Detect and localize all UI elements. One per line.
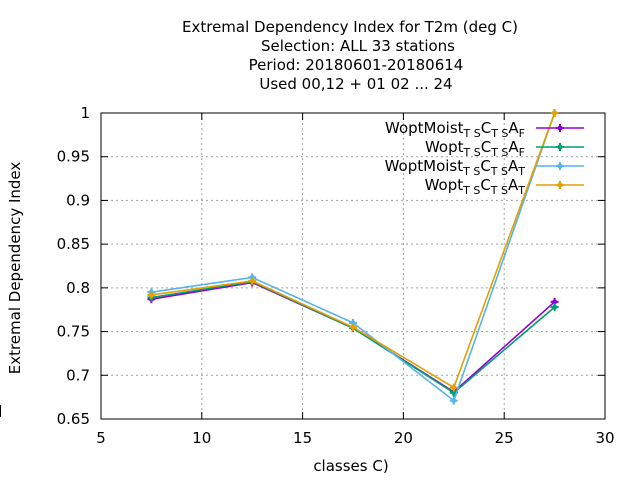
title-line-4: Used 00,12 + 01 02 ... 24 — [259, 75, 452, 93]
data-point — [550, 109, 559, 117]
y-tick-label: 0.85 — [57, 235, 90, 253]
legend-label: WoptT SCT SAT — [425, 176, 526, 197]
x-tick-label: 10 — [192, 429, 211, 447]
legend-label: WoptMoistT SCT SAT — [385, 157, 526, 178]
data-point — [550, 303, 559, 312]
data-point — [349, 323, 357, 332]
title-line-2: Selection: ALL 33 stations — [261, 37, 455, 55]
y-tick-label: 0.75 — [57, 323, 90, 341]
data-point — [248, 276, 257, 285]
series-1 — [147, 278, 559, 396]
plot-border — [100, 112, 606, 420]
legend-entry-1: WoptMoistT SCT SAF — [385, 119, 584, 140]
ticks-layer: 5 10 15 20 25 30 0.65 0.7 0.75 0.8 0.85 0.9 0.95 1 — [57, 104, 615, 447]
legend-entry-4: WoptT SCT SAT — [425, 176, 584, 197]
series-layer — [147, 109, 559, 405]
y-tick-label: 0.9 — [66, 191, 90, 209]
grid-layer — [101, 113, 605, 419]
data-point — [449, 396, 458, 405]
legend-entry-2: WoptT SCT SAF — [425, 138, 584, 159]
data-point — [147, 290, 156, 299]
x-tick-label: 30 — [595, 429, 614, 447]
title-line-3: Period: 20180601-20180614 — [249, 56, 464, 74]
series-2 — [147, 277, 559, 397]
x-tick-label: 15 — [293, 429, 312, 447]
data-point — [556, 143, 564, 151]
y-tick-label: 0.95 — [57, 148, 90, 166]
data-point — [556, 181, 564, 189]
y-tick-label: 0.8 — [66, 279, 90, 297]
data-point — [556, 162, 564, 170]
x-tick-label: 5 — [96, 429, 106, 447]
x-tick-label: 25 — [495, 429, 514, 447]
y-tick-label: 0.65 — [57, 410, 90, 428]
y-tick-label: 1 — [80, 104, 90, 122]
legend-entry-3: WoptMoistT SCT SAT — [385, 157, 584, 178]
chart-title: Extremal Dependency Index for T2m (deg C… — [182, 18, 518, 93]
x-axis-label: classes C) — [313, 457, 388, 475]
series-line — [151, 280, 556, 394]
series-4 — [147, 109, 559, 392]
y-axis-label: Extremal Dependency Index — [6, 162, 24, 375]
data-point — [556, 124, 564, 132]
legend-label: WoptMoistT SCT SAF — [385, 119, 525, 140]
y-tick-label: 0.7 — [66, 366, 90, 384]
legend-label: WoptT SCT SAF — [425, 138, 525, 159]
title-line-1: Extremal Dependency Index for T2m (deg C… — [182, 18, 518, 36]
x-tick-label: 20 — [394, 429, 413, 447]
data-point — [449, 383, 458, 392]
